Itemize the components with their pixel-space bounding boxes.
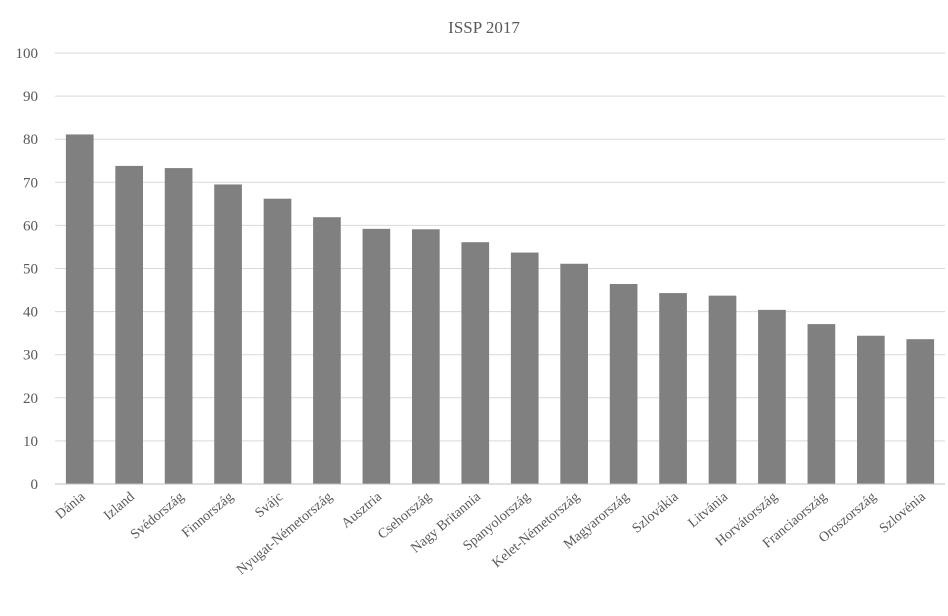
x-category-label: Svédország [128,490,187,543]
y-tick-label: 0 [31,477,39,493]
y-tick-label: 80 [23,132,38,148]
x-category-label: Dánia [53,489,89,522]
bar [461,242,490,484]
y-tick-label: 30 [23,348,38,364]
x-category-label: Litvánia [686,489,732,531]
bar [758,309,786,484]
y-tick-label: 50 [23,262,38,278]
bars [65,134,935,485]
bar [164,168,193,484]
bar [65,134,94,485]
y-tick-label: 10 [23,434,38,450]
y-tick-label: 70 [23,175,38,191]
bar [214,184,242,484]
bar [115,165,144,484]
x-category-label: Svájc [253,490,286,521]
bar [263,198,292,485]
x-category-label: Szlovénia [877,489,930,536]
y-tick-label: 20 [23,391,38,407]
y-tick-label: 100 [16,46,39,62]
bar [906,339,935,484]
bar [807,324,836,484]
chart-title: ISSP 2017 [448,18,520,37]
y-tick-label: 60 [23,218,38,234]
bar [659,293,687,484]
y-tick-label: 40 [23,305,38,321]
bar [560,263,589,484]
bar [411,229,440,484]
x-category-label: Nyugat-Németország [234,490,335,578]
x-category-label: Kelet-Németország [490,490,583,571]
bar [313,217,341,484]
bar [856,335,885,484]
y-axis-ticks: 0 10 20 30 40 50 60 70 80 90 100 [16,46,39,493]
y-tick-label: 90 [23,89,38,105]
x-category-label: Ausztria [339,489,386,531]
bar [609,284,638,484]
bar [510,252,539,484]
bar [362,228,391,484]
x-category-label: Finnország [179,490,236,541]
bar [708,295,737,484]
x-category-label: Szlovákia [630,489,683,536]
x-category-label: Izland [101,490,137,524]
gridlines [55,52,945,442]
